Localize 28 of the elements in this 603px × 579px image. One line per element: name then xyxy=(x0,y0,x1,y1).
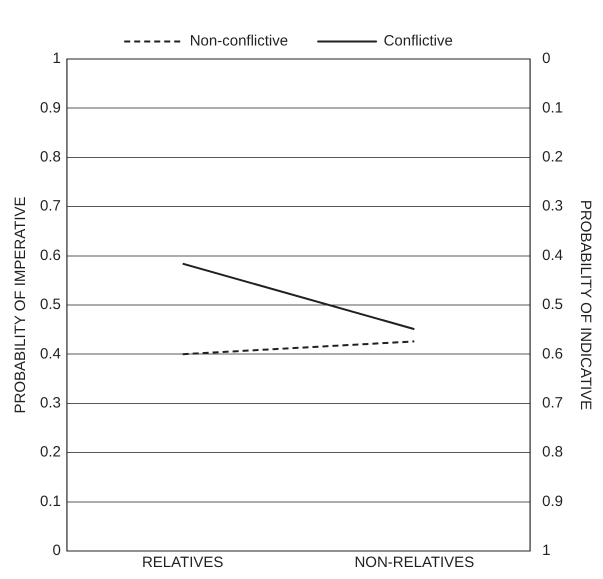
y2-tick-label: 0.5 xyxy=(542,296,564,314)
x-tick-label: NON-RELATIVES xyxy=(354,554,474,572)
y-tick-label: 0.6 xyxy=(40,246,61,264)
y-tick-label: 0.5 xyxy=(40,296,61,314)
y2-tick-label: 0.8 xyxy=(542,444,564,461)
y-tick-label: 0.9 xyxy=(40,99,61,116)
legend-label: Non-conflictive xyxy=(190,32,288,50)
y2-tick-label: 0.1 xyxy=(542,99,564,116)
y2-axis-title: PROBABILITY OF INDICATIVE xyxy=(576,200,594,410)
y-tick-label: 0.4 xyxy=(40,345,61,362)
x-tick-label: RELATIVES xyxy=(142,554,224,572)
y-tick-label: 0.2 xyxy=(40,444,61,461)
y-tick-label: 1 xyxy=(52,50,61,68)
y-tick-label: 0 xyxy=(52,542,61,560)
y2-tick-label: 0.3 xyxy=(542,198,564,215)
y2-tick-label: 0.9 xyxy=(542,492,564,510)
y2-tick-label: 1 xyxy=(542,542,550,560)
y2-tick-label: 0 xyxy=(542,50,550,68)
y2-tick-label: 0.2 xyxy=(542,148,564,166)
y-tick-label: 0.7 xyxy=(40,198,61,215)
y2-tick-label: 0.4 xyxy=(542,246,564,264)
y2-tick-label: 0.7 xyxy=(542,394,564,412)
legend-label: Conflictive xyxy=(384,32,453,50)
y-tick-label: 0.1 xyxy=(40,492,61,510)
y-tick-label: 0.3 xyxy=(40,394,61,412)
y2-tick-label: 0.6 xyxy=(542,345,564,362)
y-tick-label: 0.8 xyxy=(40,148,61,166)
y-axis-title: PROBABILITY OF IMPERATIVE xyxy=(12,196,30,414)
